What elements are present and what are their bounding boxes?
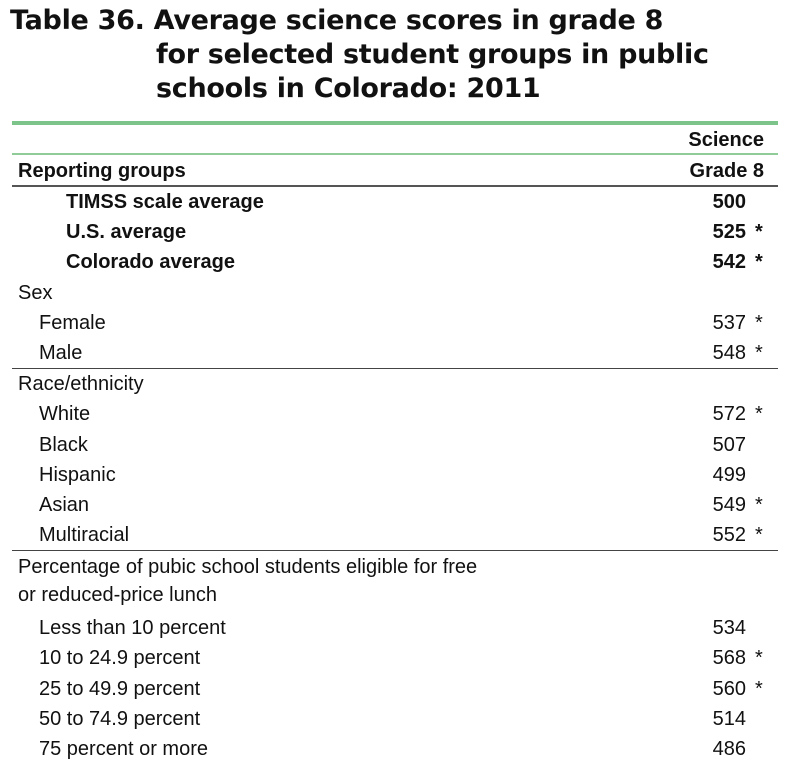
table-row: Hispanic 499 xyxy=(12,460,778,490)
significance-marker: * xyxy=(755,524,763,547)
significance-marker: * xyxy=(755,251,763,274)
row-value: 542 xyxy=(712,251,746,274)
row-label: 75 percent or more xyxy=(39,738,208,760)
row-label: Asian xyxy=(39,493,90,516)
row-label: Female xyxy=(39,311,106,334)
significance-marker: * xyxy=(755,677,763,700)
significance-marker: * xyxy=(755,493,763,516)
row-header: Reporting groups xyxy=(18,160,186,182)
title-line: Table 36. Average science scores in grad… xyxy=(10,5,664,36)
row-value: 500 xyxy=(712,191,746,213)
significance-marker: * xyxy=(755,311,763,334)
section-label: Sex xyxy=(18,281,53,304)
table-row: Colorado average 542 * xyxy=(12,247,778,277)
table-row: 10 to 24.9 percent 568 * xyxy=(12,643,778,673)
row-value: 548 xyxy=(712,341,746,364)
significance-marker: * xyxy=(755,341,763,364)
table-row: Male 548 * xyxy=(12,338,778,368)
table-row: U.S. average 525 * xyxy=(12,217,778,247)
section-row: Race/ethnicity xyxy=(12,368,778,399)
table-row: Black 507 xyxy=(12,430,778,460)
table-row: 75 percent or more 486 xyxy=(12,734,778,764)
row-label: U.S. average xyxy=(66,221,187,244)
table-title: Table 36. Average science scores in grad… xyxy=(10,4,709,106)
row-label: Colorado average xyxy=(66,251,235,274)
table-row: 25 to 49.9 percent 560 * xyxy=(12,674,778,704)
significance-marker: * xyxy=(755,221,763,244)
row-value: 534 xyxy=(712,617,746,640)
row-value: 572 xyxy=(712,403,746,426)
row-value: 499 xyxy=(712,463,746,486)
row-value: 537 xyxy=(712,311,746,334)
top-rule xyxy=(12,121,778,125)
section-label: Percentage of pubic school students elig… xyxy=(18,553,477,609)
row-label: Hispanic xyxy=(39,463,116,486)
row-value: 525 xyxy=(712,221,746,244)
row-value: 552 xyxy=(712,524,746,547)
section-label: Race/ethnicity xyxy=(18,373,144,396)
table-row: Female 537 * xyxy=(12,308,778,338)
row-label: Less than 10 percent xyxy=(39,617,226,640)
row-label: Male xyxy=(39,341,83,364)
table-row: Asian 549 * xyxy=(12,490,778,520)
row-value: 549 xyxy=(712,493,746,516)
table-row: 50 to 74.9 percent 514 xyxy=(12,704,778,734)
row-label: 25 to 49.9 percent xyxy=(39,677,201,700)
row-value: 507 xyxy=(712,433,746,456)
header-bottom-rule xyxy=(12,185,778,187)
col-header-science: Science xyxy=(688,129,764,151)
section-label-line: Percentage of pubic school students elig… xyxy=(18,556,478,579)
significance-marker: * xyxy=(755,403,763,426)
data-table: TIMSS scale average 500 U.S. average 525 * … xyxy=(12,187,778,764)
row-value: 514 xyxy=(712,707,746,730)
col-header-grade: Grade 8 xyxy=(689,160,764,182)
row-value: 560 xyxy=(712,677,746,700)
row-label: 10 to 24.9 percent xyxy=(39,647,201,670)
row-label: White xyxy=(39,403,91,426)
table-row: Multiracial 552 * xyxy=(12,520,778,550)
row-label: Black xyxy=(39,433,88,456)
table-row: TIMSS scale average 500 xyxy=(12,187,778,217)
row-value: 568 xyxy=(712,647,746,670)
section-label-line: or reduced-price lunch xyxy=(18,584,217,607)
title-line: schools in Colorado: 2011 xyxy=(156,73,541,104)
table-row: Less than 10 percent 534 xyxy=(12,613,778,643)
header-rule xyxy=(12,153,778,155)
title-line: for selected student groups in public xyxy=(156,39,709,70)
section-row: Percentage of pubic school students elig… xyxy=(12,550,778,613)
row-label: 50 to 74.9 percent xyxy=(39,707,201,730)
row-value: 486 xyxy=(712,738,746,760)
row-label: Multiracial xyxy=(39,524,130,547)
section-row: Sex xyxy=(12,278,778,308)
row-label: TIMSS scale average xyxy=(66,191,264,213)
significance-marker: * xyxy=(755,647,763,670)
table-row: White 572 * xyxy=(12,399,778,429)
